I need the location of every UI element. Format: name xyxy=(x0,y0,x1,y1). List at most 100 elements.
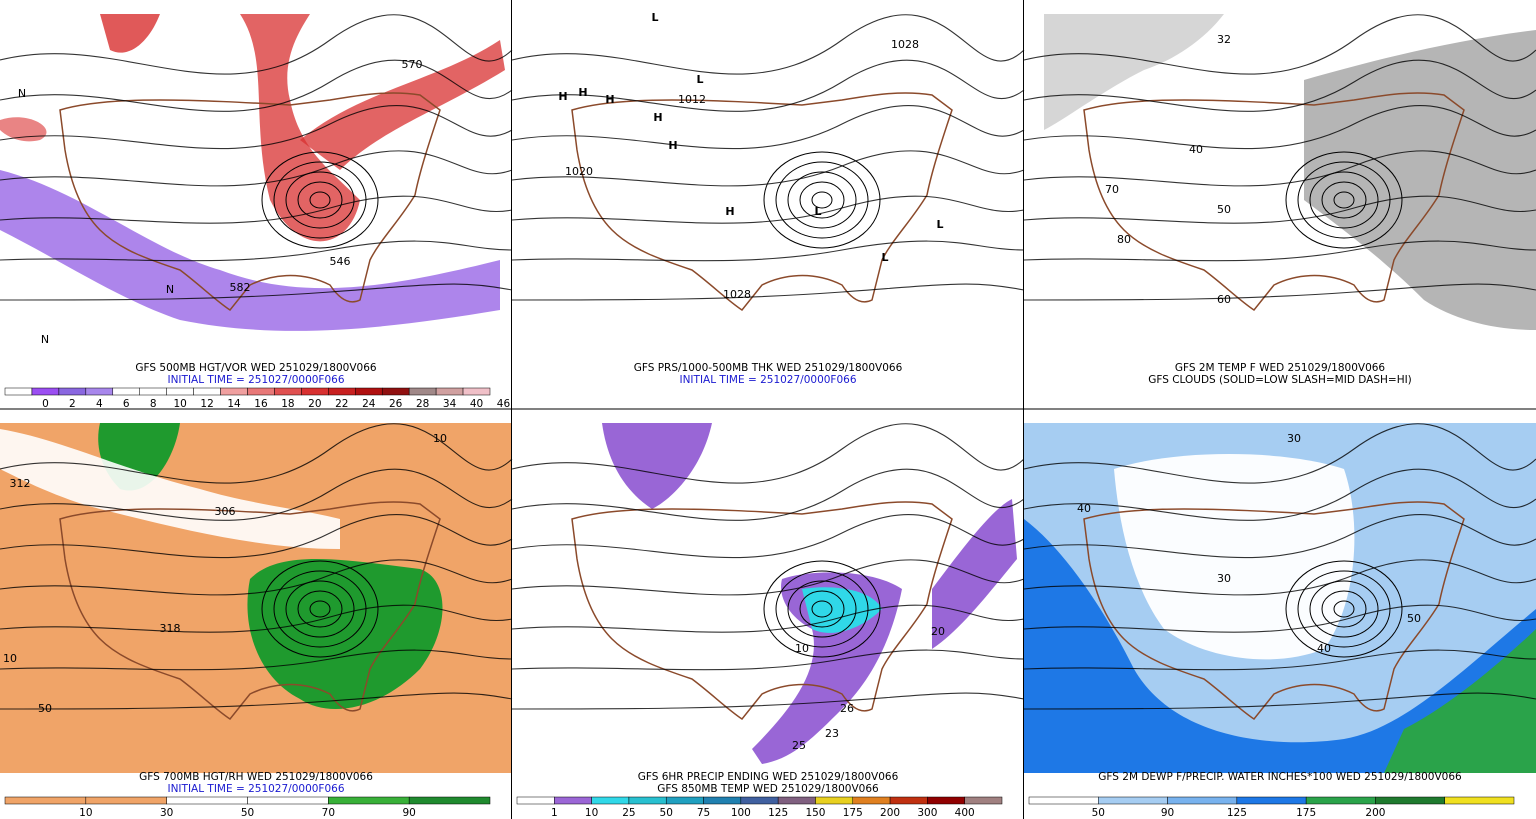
contour xyxy=(1023,604,1536,633)
map-label: 20 xyxy=(931,625,945,638)
legend-cell xyxy=(85,387,114,396)
legend-cell xyxy=(355,387,383,396)
panel-title: GFS PRS/1000-500MB THK WED 251029/1800V0… xyxy=(634,362,903,374)
map-label: H xyxy=(605,93,614,106)
contour xyxy=(0,104,513,150)
legend-cell xyxy=(665,796,704,805)
map-label: 1012 xyxy=(678,93,706,106)
low-center xyxy=(1309,580,1379,638)
legend-label: 26 xyxy=(389,398,403,410)
map xyxy=(511,14,1025,312)
legend-cell xyxy=(777,796,816,805)
map-label: 10 xyxy=(795,642,809,655)
vorticity-band xyxy=(0,170,500,331)
legend-label: 90 xyxy=(402,807,415,819)
precip xyxy=(602,423,712,509)
low-center xyxy=(1333,600,1355,618)
map-label: 312 xyxy=(10,477,31,490)
contour xyxy=(0,195,513,224)
legend-label: 40 xyxy=(470,398,483,410)
contour xyxy=(511,150,1025,187)
map-label: H xyxy=(653,111,662,124)
legend-cell xyxy=(58,387,87,396)
low-center xyxy=(775,570,869,648)
legend-label: 300 xyxy=(917,807,937,819)
map-label: 10 xyxy=(433,432,447,445)
map-label: 25 xyxy=(792,739,806,752)
legend-cell xyxy=(193,387,221,396)
contour xyxy=(1023,14,1536,75)
legend-label: 34 xyxy=(443,398,457,410)
map-clip xyxy=(1024,773,1536,818)
low-center xyxy=(1333,191,1355,209)
legend-cell xyxy=(408,796,491,805)
cloud-low xyxy=(1304,30,1536,330)
low-center xyxy=(1321,590,1367,628)
panel-subtitle: INITIAL TIME = 251027/0000F066 xyxy=(679,374,856,386)
pw-dry xyxy=(1114,454,1355,660)
legend-cell xyxy=(927,796,965,805)
contour xyxy=(1023,150,1536,187)
legend-cell xyxy=(85,796,167,805)
legend-label: 70 xyxy=(322,807,335,819)
cloud-mid xyxy=(1044,14,1224,130)
map-label: N xyxy=(166,283,174,296)
panel-title: GFS 700MB HGT/RH WED 251029/1800V066 xyxy=(139,771,373,783)
low-center xyxy=(787,580,857,638)
legend-label: 90 xyxy=(1161,807,1174,819)
map xyxy=(511,423,1025,764)
legend-cell xyxy=(815,796,854,805)
contour xyxy=(1023,468,1536,521)
low-center xyxy=(811,191,833,209)
contour xyxy=(1023,423,1536,484)
legend-cell xyxy=(247,387,275,396)
contour xyxy=(511,240,1025,262)
legend-label: 14 xyxy=(227,398,241,410)
legend-label: 175 xyxy=(843,807,863,819)
contour xyxy=(0,513,513,559)
contour xyxy=(1023,195,1536,224)
contour xyxy=(1023,240,1536,262)
map-label: 23 xyxy=(825,727,839,740)
contour xyxy=(0,423,513,484)
map-label: 40 xyxy=(1317,642,1331,655)
panel-title: GFS 500MB HGT/VOR WED 251029/1800V066 xyxy=(135,362,376,374)
map-clip xyxy=(512,773,1024,818)
map-label: 50 xyxy=(1217,203,1231,216)
legend-cell xyxy=(220,387,248,396)
legend-cell xyxy=(1236,796,1307,805)
legend-label: 2 xyxy=(69,398,76,410)
legend-label: 200 xyxy=(880,807,900,819)
low-center xyxy=(261,560,379,658)
low-center xyxy=(775,161,869,239)
contour xyxy=(0,59,513,112)
low-center xyxy=(297,181,343,219)
legend-label: 1 xyxy=(551,807,558,819)
low-center xyxy=(799,181,845,219)
contour xyxy=(511,59,1025,112)
legend-cell xyxy=(964,796,1003,805)
legend-cell xyxy=(1098,796,1168,805)
legend-label: 46 xyxy=(497,398,511,410)
legend-cell xyxy=(4,796,87,805)
map-label: 10 xyxy=(3,652,17,665)
legend-label: 400 xyxy=(955,807,975,819)
legend-label: 30 xyxy=(160,807,173,819)
map-label: 30 xyxy=(1287,432,1301,445)
state-borders xyxy=(59,501,441,721)
legend-label: 100 xyxy=(731,807,751,819)
legend-label: 50 xyxy=(241,807,254,819)
contour xyxy=(1023,692,1536,710)
map-label: L xyxy=(696,73,703,86)
panel-subtitle: GFS CLOUDS (SOLID=LOW SLASH=MID DASH=HI) xyxy=(1148,374,1412,386)
panel: 50 10 312 306 318 10 GFS 700MB HGT/RH WED 2510… xyxy=(0,423,513,819)
low-center xyxy=(309,600,331,618)
map xyxy=(0,14,513,331)
legend-label: 8 xyxy=(150,398,157,410)
map-label: L xyxy=(814,205,821,218)
vorticity-max xyxy=(240,14,360,242)
panel-subtitle: GFS 850MB TEMP WED 251029/1800V066 xyxy=(657,783,879,795)
vorticity-max xyxy=(0,117,47,142)
low-center xyxy=(309,191,331,209)
